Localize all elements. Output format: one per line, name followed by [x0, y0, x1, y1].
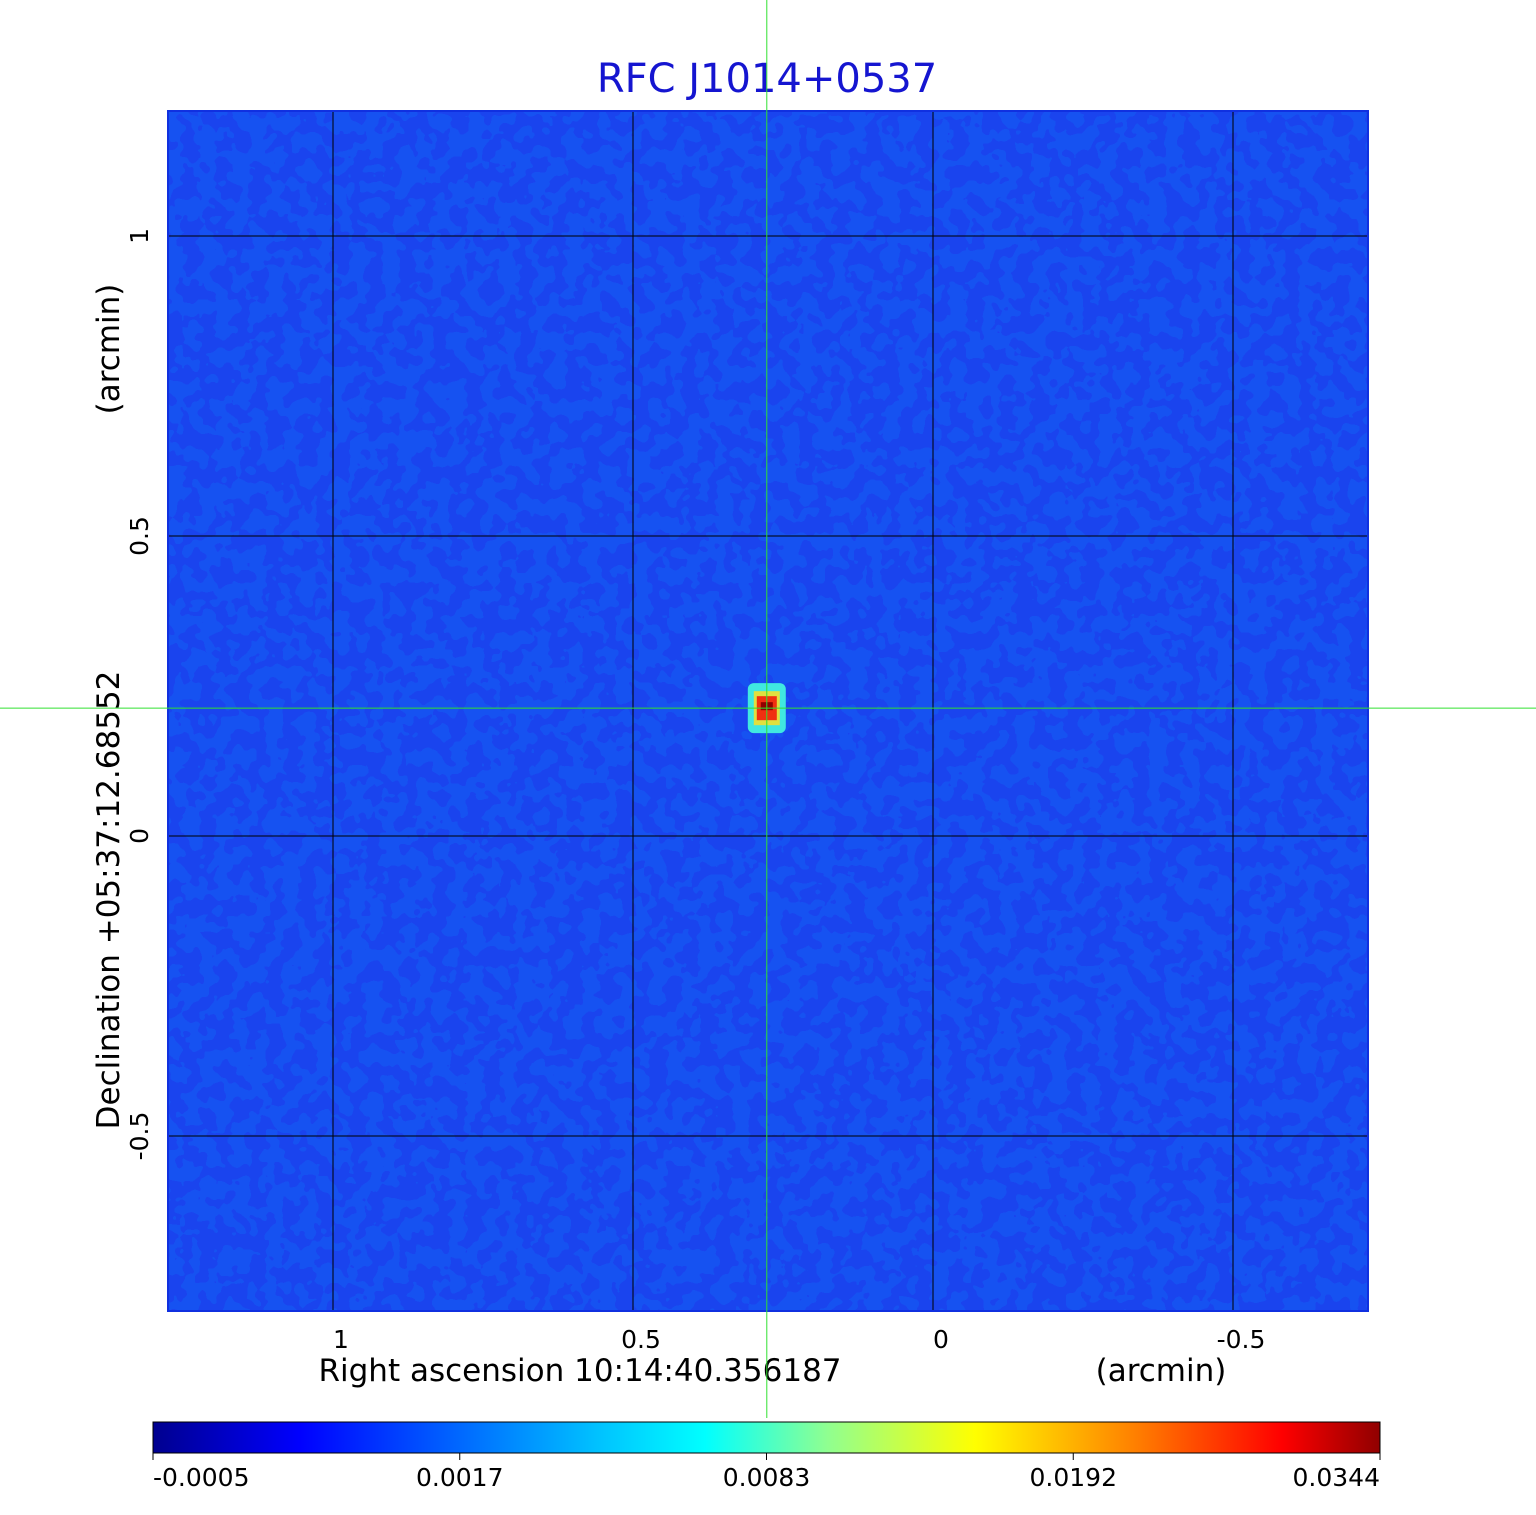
colorbar-tick-label: 0.0344	[1293, 1463, 1380, 1492]
y-axis-unit: (arcmin)	[91, 284, 127, 415]
y-tick-label: 1	[125, 228, 154, 244]
x-axis-label: Right ascension 10:14:40.356187	[318, 1353, 841, 1389]
y-tick-label: -0.5	[125, 1112, 154, 1161]
colorbar-tick-label: 0.0017	[416, 1463, 503, 1492]
x-tick-label: 0.5	[621, 1325, 661, 1354]
x-axis-unit: (arcmin)	[1096, 1353, 1227, 1389]
x-tick-label: -0.5	[1217, 1325, 1266, 1354]
x-tick-label: 0	[933, 1325, 949, 1354]
colorbar	[152, 1421, 1381, 1454]
x-tick-label: 1	[333, 1325, 349, 1354]
colorbar-tick-label: 0.0192	[1030, 1463, 1117, 1492]
colorbar-tick-label: -0.0005	[153, 1463, 250, 1492]
plot-frame	[167, 110, 1369, 1312]
y-tick-label: 0	[125, 828, 154, 844]
colorbar-tick-label: 0.0083	[723, 1463, 810, 1492]
y-axis-label: Declination +05:37:12.68552	[91, 671, 127, 1130]
y-tick-label: 0.5	[125, 516, 154, 556]
